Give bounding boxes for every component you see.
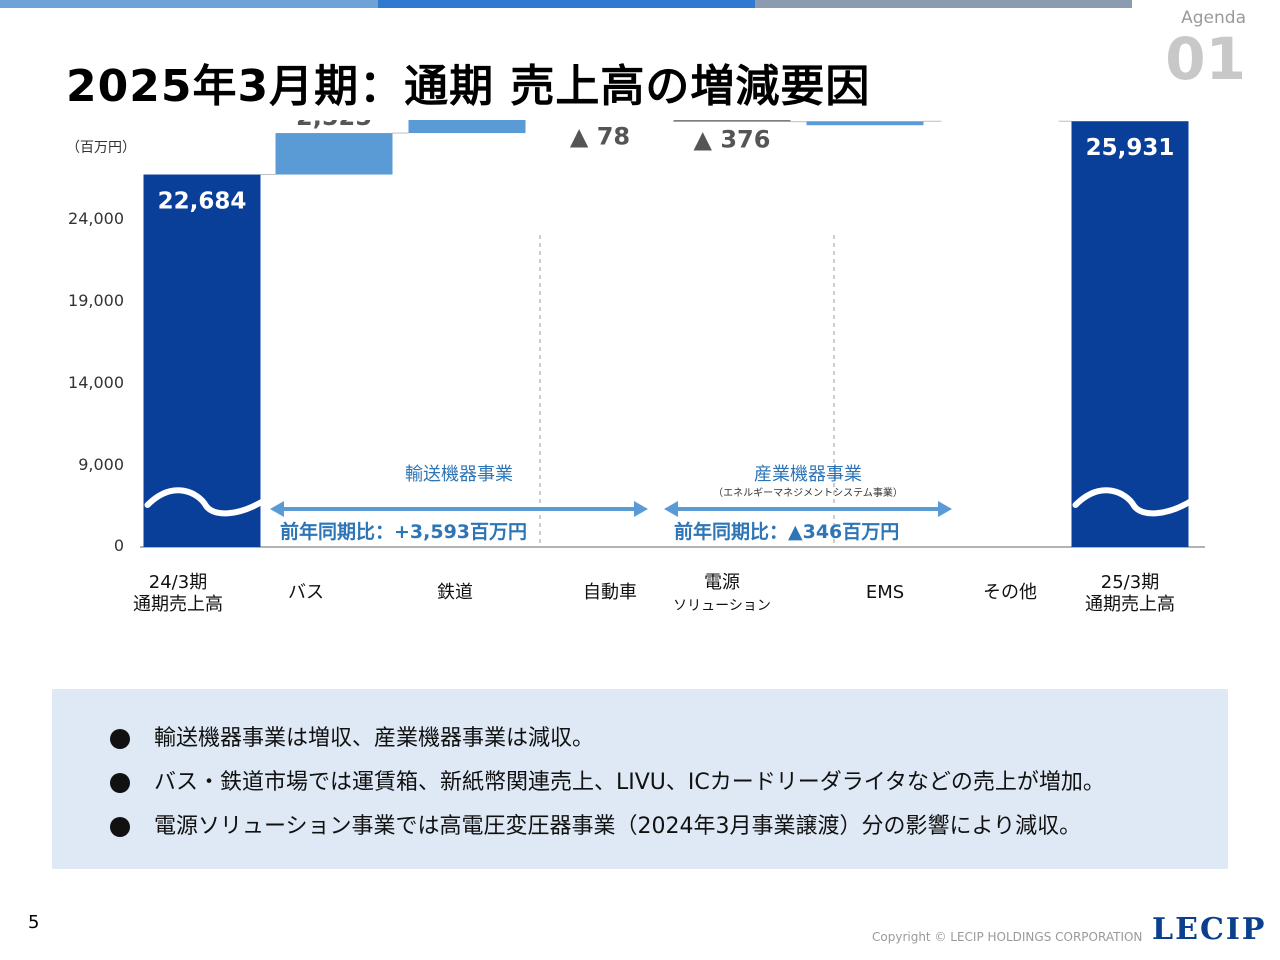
axis-break-wave: [144, 487, 270, 517]
segment-group-note: （エネルギーマネジメントシステム事業）: [713, 486, 903, 499]
bar-delta: [806, 121, 924, 126]
arrow-right-icon: [938, 501, 952, 517]
bar-total: [1071, 121, 1189, 547]
y-axis-unit: （百万円）: [66, 140, 136, 156]
y-tick-label: 19,000: [68, 291, 124, 310]
chart-axis-group: （百万円） 24,000 19,000 14,000 9,000 0: [66, 140, 1205, 555]
arrow-right-icon: [634, 501, 648, 517]
bar-value-label: 25,931: [1086, 135, 1175, 161]
company-logo: LECIP: [1152, 912, 1267, 947]
agenda-number: 01: [1165, 25, 1246, 93]
top-bar-segment: [378, 0, 755, 8]
top-bar-segment: [0, 0, 378, 8]
summary-text: 輸送機器事業は増収、産業機器事業は減収。: [154, 726, 595, 751]
summary-item: 輸送機器事業は増収、産業機器事業は減収。: [110, 717, 1105, 761]
summary-text: 電源ソリューション事業では高電圧変圧器事業（2024年3月事業譲渡）分の影響によ…: [154, 814, 1082, 839]
bar-total: [143, 174, 261, 547]
y-tick-label: 0: [114, 536, 124, 555]
axis-break-wave: [1072, 487, 1198, 517]
x-category-label: 25/3期: [1101, 572, 1159, 593]
segment-comparison: 前年同期比：+3,593百万円: [280, 520, 527, 543]
y-tick-label: 9,000: [78, 455, 124, 474]
x-category-label: その他: [983, 582, 1037, 603]
x-category-label: EMS: [866, 582, 904, 603]
summary-list: 輸送機器事業は増収、産業機器事業は減収。 バス・鉄道市場では運賃箱、新紙幣関連売…: [110, 717, 1105, 849]
x-category-label: 電源: [704, 572, 740, 593]
segment-group-name: 産業機器事業: [754, 464, 862, 485]
bar-value-label: 2,525: [296, 120, 372, 131]
copyright-text: Copyright © LECIP HOLDINGS CORPORATION: [872, 930, 1143, 944]
bar-value-label: ▲ 78: [570, 122, 630, 150]
y-tick-label: 24,000: [68, 209, 124, 228]
waterfall-chart: （百万円） 24,000 19,000 14,000 9,000 0 22,684 2,52…: [66, 120, 1205, 615]
segment-group-name: 輸送機器事業: [405, 464, 513, 485]
arrow-left-icon: [664, 501, 678, 517]
x-category-label: バス: [288, 582, 324, 603]
bullet-icon: [110, 773, 130, 793]
summary-item: 電源ソリューション事業では高電圧変圧器事業（2024年3月事業譲渡）分の影響によ…: [110, 805, 1105, 849]
bullet-icon: [110, 817, 130, 837]
x-category-label: 24/3期: [149, 572, 207, 593]
arrow-left-icon: [270, 501, 284, 517]
page-number: 5: [28, 912, 40, 933]
page-title: 2025年3月期：通期 売上高の増減要因: [66, 61, 871, 112]
summary-text: バス・鉄道市場では運賃箱、新紙幣関連売上、LIVU、ICカードリーダライタなどの…: [154, 770, 1105, 795]
bar-delta: [408, 120, 526, 134]
top-color-bar: [0, 0, 1132, 8]
agenda-label: Agenda: [1181, 8, 1246, 28]
bullet-icon: [110, 729, 130, 749]
x-category-label: 自動車: [583, 582, 637, 603]
x-category-label: ソリューション: [673, 598, 771, 614]
bar-delta: [275, 133, 393, 175]
x-category-label: 通期売上高: [133, 594, 223, 615]
top-bar-segment: [755, 0, 1132, 8]
bar-delta: [673, 120, 791, 122]
y-tick-label: 14,000: [68, 373, 124, 392]
bar-value-label: ▲ 376: [694, 126, 771, 154]
bar-value-label: 22,684: [158, 189, 247, 215]
summary-box: 輸送機器事業は増収、産業機器事業は減収。 バス・鉄道市場では運賃箱、新紙幣関連売…: [52, 689, 1228, 869]
summary-item: バス・鉄道市場では運賃箱、新紙幣関連売上、LIVU、ICカードリーダライタなどの…: [110, 761, 1105, 805]
chart-bars-group: 22,6842,5251,146▲ 78▲ 3762925,931: [143, 120, 1198, 547]
segment-comparison: 前年同期比：▲346百万円: [674, 520, 899, 543]
x-category-label: 鉄道: [437, 582, 473, 603]
x-category-label: 通期売上高: [1085, 594, 1175, 615]
